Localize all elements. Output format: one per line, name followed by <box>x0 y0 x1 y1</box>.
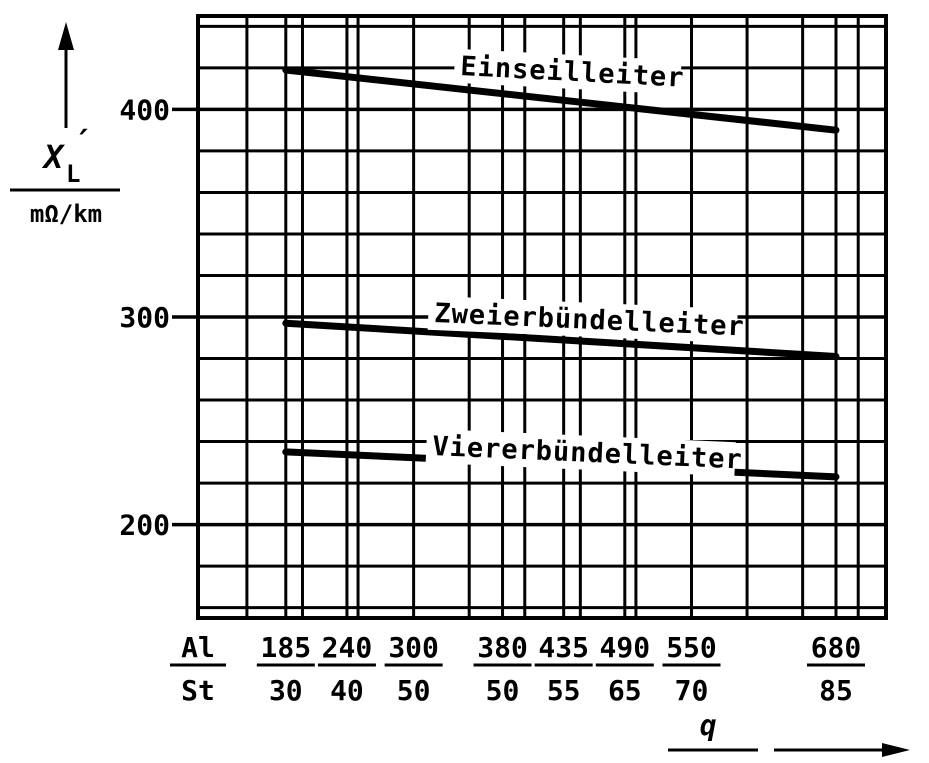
x-axis-label: q <box>700 709 717 742</box>
x-tick-label-st: 30 <box>269 674 303 707</box>
series-label-bg <box>453 48 682 95</box>
x-tick-label-st: 70 <box>675 674 709 707</box>
x-tick-label-al: 680 <box>811 631 862 664</box>
series-line <box>282 319 840 360</box>
y-tick-label: 300 <box>119 301 170 334</box>
series-label-bg <box>427 295 738 344</box>
y-tick-label: 200 <box>119 509 170 542</box>
x-axis-arrowhead <box>882 743 910 757</box>
x-tick-label-al: 490 <box>600 631 651 664</box>
x-axis-header-st: St <box>181 674 215 707</box>
x-tick-label-st: 85 <box>819 674 853 707</box>
series-label: Einseilleiter <box>460 51 686 94</box>
x-tick-label-al: 435 <box>538 631 589 664</box>
y-axis-symbol-subscript: L <box>66 160 80 188</box>
y-axis-unit: mΩ/km <box>30 200 102 228</box>
series-lines <box>282 66 840 481</box>
series-label-group: Einseilleiter <box>453 48 686 95</box>
y-axis-symbol-prime: ′ <box>70 122 89 160</box>
x-tick-label-al: 240 <box>322 631 373 664</box>
series-label-group: Viererbündelleiter <box>425 428 743 477</box>
x-tick-label-al: 300 <box>388 631 439 664</box>
series-line <box>282 66 840 134</box>
x-tick-label-al: 550 <box>666 631 717 664</box>
series-label-bg <box>425 428 736 477</box>
x-axis-header-al: Al <box>181 631 215 664</box>
x-tick-label-st: 65 <box>608 674 642 707</box>
x-tick-label-st: 55 <box>547 674 581 707</box>
x-tick-label-al: 185 <box>261 631 312 664</box>
y-axis-symbol: X <box>41 138 65 176</box>
y-axis-arrowhead <box>58 22 74 50</box>
x-tick-label-al: 380 <box>477 631 528 664</box>
x-tick-label-st: 40 <box>330 674 364 707</box>
x-tick-label-st: 50 <box>397 674 431 707</box>
y-axis: 200 300 400 X ′LmΩ/km <box>10 22 170 542</box>
x-axis: Al St 185 30 240 40 300 50 380 50 435 55 490 65 550 70 6… <box>170 631 910 757</box>
x-tick-label-st: 50 <box>486 674 520 707</box>
y-tick-label: 400 <box>119 93 170 126</box>
